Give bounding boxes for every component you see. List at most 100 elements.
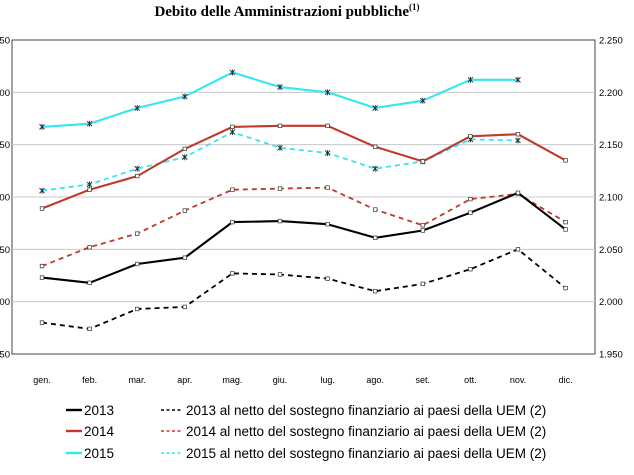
data-point bbox=[229, 129, 236, 136]
data-point bbox=[39, 123, 45, 130]
legend-item: 2014 bbox=[66, 424, 115, 439]
data-point bbox=[277, 272, 283, 277]
chart-title: Debito delle Amministrazioni pubbliche(1… bbox=[154, 2, 419, 20]
x-tick-label: ott. bbox=[464, 375, 477, 385]
series-2014-net bbox=[39, 185, 568, 269]
right-tick-label: 2.000 bbox=[599, 297, 623, 308]
data-point bbox=[230, 219, 235, 225]
data-point bbox=[134, 165, 141, 172]
data-point bbox=[420, 281, 425, 287]
right-tick-label: 2.200 bbox=[599, 88, 623, 99]
series-line bbox=[41, 71, 518, 128]
data-point bbox=[182, 146, 187, 152]
data-point bbox=[325, 222, 330, 227]
data-point bbox=[230, 124, 235, 130]
x-tick-label: lug. bbox=[320, 375, 335, 385]
data-point bbox=[325, 123, 330, 128]
right-tick-label: 2.150 bbox=[599, 140, 623, 151]
data-point bbox=[563, 219, 568, 225]
legend-item: 2015 bbox=[66, 446, 114, 461]
data-point bbox=[181, 93, 188, 100]
x-tick-label: mar. bbox=[128, 375, 146, 385]
series-2015 bbox=[39, 69, 521, 130]
left-tick-label: 2.100 bbox=[0, 193, 10, 204]
x-tick-label: apr. bbox=[177, 375, 192, 385]
data-point bbox=[39, 206, 45, 211]
data-point bbox=[277, 144, 283, 151]
data-point bbox=[277, 123, 283, 128]
series-2013 bbox=[39, 190, 568, 285]
right-y-axis: 1.950 2.000 2.050 2.100 2.150 2.200 2.250 bbox=[599, 36, 623, 361]
x-tick-label: nov. bbox=[510, 375, 526, 385]
data-point bbox=[182, 208, 187, 213]
data-point bbox=[563, 158, 568, 163]
legend-item: 2015 al netto del sostegno finanziario a… bbox=[161, 446, 546, 461]
data-point bbox=[135, 231, 140, 236]
data-point bbox=[182, 255, 187, 260]
x-tick-label: giu. bbox=[273, 375, 288, 385]
data-point bbox=[372, 105, 379, 112]
left-tick-label: 2.200 bbox=[0, 88, 10, 99]
right-tick-label: 2.100 bbox=[599, 193, 623, 204]
data-point bbox=[230, 187, 235, 192]
data-point bbox=[39, 263, 45, 269]
legend-item: 2014 al netto del sostegno finanziario a… bbox=[161, 424, 546, 439]
left-tick-label: 2.250 bbox=[0, 36, 10, 47]
legend-label: 2013 bbox=[84, 403, 114, 418]
data-point bbox=[182, 304, 187, 310]
series-line bbox=[41, 186, 567, 267]
gridlines bbox=[12, 91, 595, 303]
data-point bbox=[515, 247, 521, 252]
data-point bbox=[135, 173, 140, 179]
legend-item: 2013 bbox=[66, 403, 114, 418]
data-point bbox=[277, 84, 283, 91]
legend: 2013 2013 al netto del sostegno finanziar… bbox=[66, 403, 546, 461]
data-point bbox=[563, 285, 568, 291]
data-point bbox=[324, 89, 331, 96]
data-point bbox=[86, 181, 93, 188]
data-point bbox=[39, 275, 45, 280]
data-point bbox=[468, 210, 473, 215]
series-line bbox=[41, 248, 567, 330]
data-point bbox=[87, 326, 92, 332]
data-point bbox=[87, 280, 92, 285]
legend-label: 2015 al netto del sostegno finanziario a… bbox=[186, 446, 546, 461]
series-2013-net bbox=[39, 247, 568, 332]
data-point bbox=[135, 261, 140, 267]
legend-label: 2015 bbox=[84, 446, 114, 461]
data-point bbox=[373, 207, 378, 212]
data-point bbox=[39, 320, 45, 325]
right-tick-label: 1.950 bbox=[599, 350, 623, 361]
data-point bbox=[86, 120, 93, 127]
data-point bbox=[230, 271, 235, 276]
x-tick-label: mag. bbox=[222, 375, 242, 385]
data-point bbox=[325, 185, 330, 190]
data-point bbox=[468, 134, 473, 139]
data-point bbox=[467, 76, 474, 83]
series-line bbox=[41, 191, 567, 284]
x-tick-label: gen. bbox=[33, 375, 51, 385]
x-tick-label: dic. bbox=[559, 375, 573, 385]
data-point bbox=[87, 245, 92, 250]
data-point bbox=[181, 154, 188, 161]
chart-title-superscript: (1) bbox=[409, 2, 420, 12]
data-point bbox=[135, 306, 140, 312]
left-tick-label: 2.050 bbox=[0, 245, 10, 256]
data-point bbox=[420, 223, 425, 228]
x-axis: gen. feb. mar. apr. mag. giu. lug. ago. set. ott.… bbox=[33, 375, 572, 385]
x-tick-label: ago. bbox=[366, 375, 384, 385]
right-tick-label: 2.250 bbox=[599, 36, 623, 47]
legend-label: 2014 al netto del sostegno finanziario a… bbox=[186, 424, 546, 439]
right-tick-label: 2.050 bbox=[599, 245, 623, 256]
chart-title-text: Debito delle Amministrazioni pubbliche bbox=[154, 4, 409, 20]
series-lines bbox=[39, 69, 568, 332]
data-point bbox=[468, 267, 473, 272]
data-point bbox=[134, 105, 141, 112]
data-point bbox=[420, 228, 425, 233]
data-point bbox=[515, 137, 521, 144]
legend-item: 2013 al netto del sostegno finanziario a… bbox=[161, 403, 546, 418]
data-point bbox=[373, 289, 378, 294]
data-point bbox=[39, 187, 45, 194]
data-point bbox=[373, 235, 378, 240]
data-point bbox=[515, 132, 521, 137]
